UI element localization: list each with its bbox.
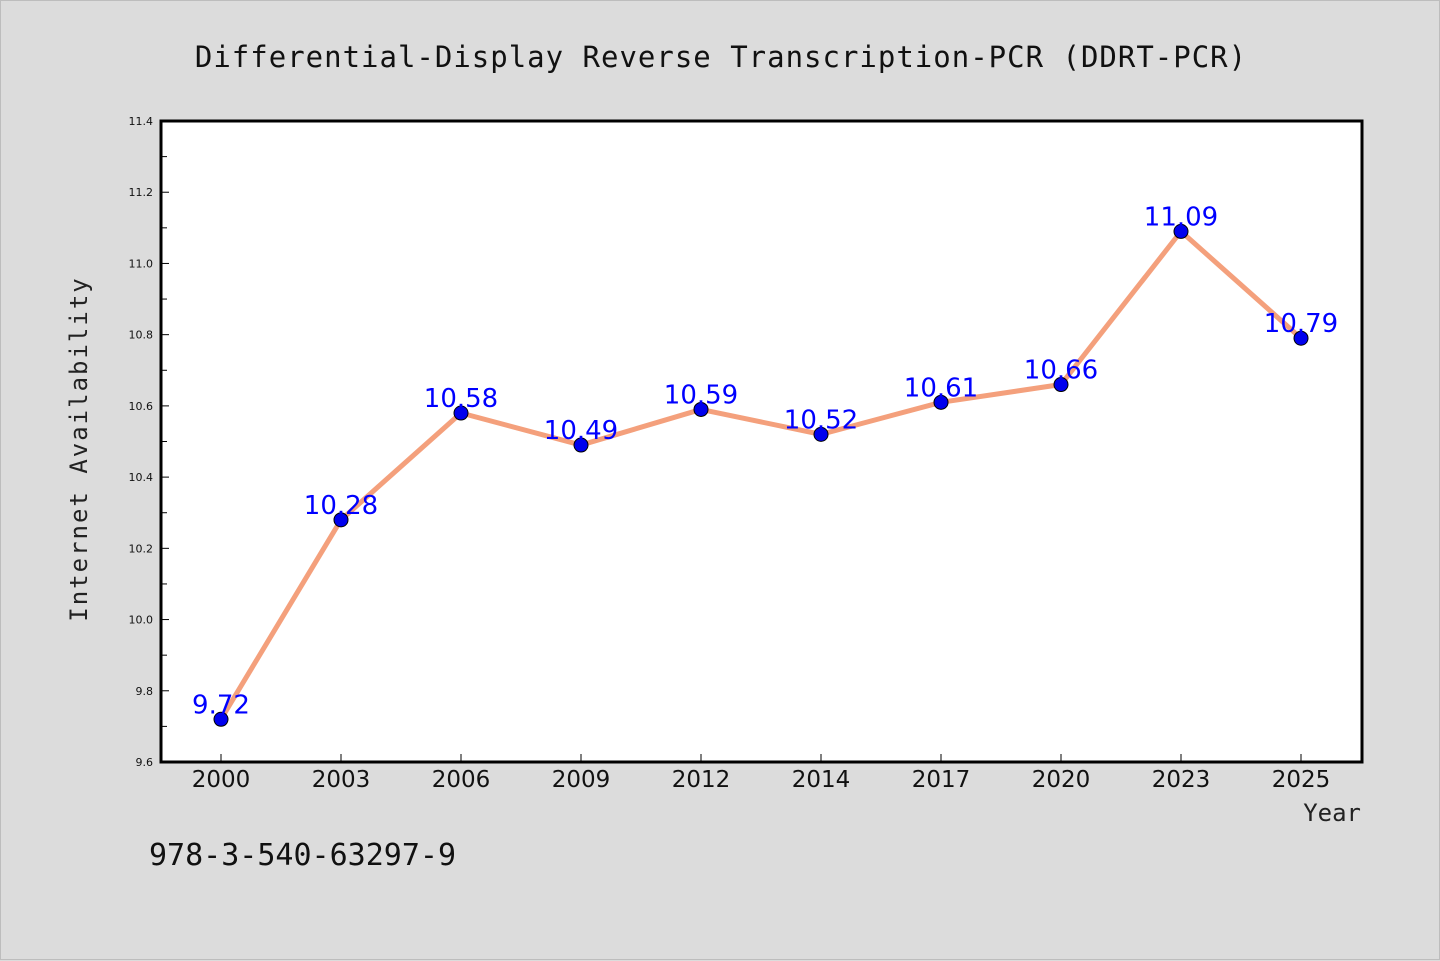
data-point-2000 bbox=[213, 711, 229, 727]
y-axis: 9.6 9.8 10.0 10.2 10.4 10.6 10.8 11.0 11.2 11.4 bbox=[129, 115, 169, 769]
y-axis-label: Internet Availability bbox=[65, 276, 93, 621]
data-point-2003 bbox=[333, 512, 349, 528]
y-tick-label: 10.8 bbox=[129, 329, 154, 342]
y-tick-label: 9.6 bbox=[136, 756, 154, 769]
data-point-2009 bbox=[573, 437, 589, 453]
x-tick-label: 2009 bbox=[552, 767, 611, 793]
x-tick-label: 2003 bbox=[312, 767, 371, 793]
y-tick-label: 10.2 bbox=[129, 542, 154, 555]
x-tick-label: 2006 bbox=[432, 767, 491, 793]
y-tick-label: 11.2 bbox=[129, 186, 154, 199]
series-line bbox=[218, 228, 1303, 721]
x-axis: 2000 2003 2006 2009 2012 2014 2017 2020 2023 2025 bbox=[192, 754, 1331, 793]
x-tick-label: 2023 bbox=[1152, 767, 1211, 793]
data-label-2000: 9.72 bbox=[192, 690, 250, 720]
plot-area bbox=[159, 119, 1364, 764]
data-label-2023: 11.09 bbox=[1144, 202, 1218, 232]
data-point-2023 bbox=[1173, 223, 1189, 239]
x-tick-label: 2017 bbox=[912, 767, 971, 793]
chart-title: Differential-Display Reverse Transcripti… bbox=[195, 40, 1247, 74]
data-point-2012 bbox=[693, 401, 709, 417]
x-axis-label: Year bbox=[1303, 799, 1361, 827]
x-tick-label: 2020 bbox=[1032, 767, 1091, 793]
isbn-annotation: 978-3-540-63297-9 bbox=[149, 838, 456, 873]
y-tick-label: 10.0 bbox=[129, 614, 154, 627]
series-markers bbox=[213, 223, 1309, 727]
data-point-2020 bbox=[1053, 377, 1069, 393]
data-label-2009: 10.49 bbox=[544, 416, 618, 446]
y-tick-label: 11.0 bbox=[129, 257, 154, 270]
data-point-2017 bbox=[933, 394, 949, 410]
data-labels: 9.72 10.28 10.58 10.49 10.59 10.52 10.61 10.66 1… bbox=[192, 202, 1338, 720]
y-tick-label: 10.6 bbox=[129, 400, 154, 413]
data-label-2014: 10.52 bbox=[784, 405, 858, 435]
data-label-2017: 10.61 bbox=[904, 373, 978, 403]
x-tick-label: 2014 bbox=[792, 767, 851, 793]
x-tick-label: 2025 bbox=[1272, 767, 1331, 793]
data-point-2006 bbox=[453, 405, 469, 421]
data-point-2025 bbox=[1293, 330, 1309, 346]
data-label-2020: 10.66 bbox=[1024, 356, 1098, 386]
series-polyline bbox=[218, 228, 1303, 721]
data-label-2006: 10.58 bbox=[424, 384, 498, 414]
data-point-2014 bbox=[813, 426, 829, 442]
y-tick-label: 11.4 bbox=[129, 115, 154, 128]
x-tick-label: 2012 bbox=[672, 767, 731, 793]
data-label-2003: 10.28 bbox=[304, 491, 378, 521]
y-tick-label: 9.8 bbox=[136, 685, 154, 698]
data-label-2025: 10.79 bbox=[1264, 309, 1338, 339]
x-tick-label: 2000 bbox=[192, 767, 251, 793]
y-tick-label: 10.4 bbox=[129, 471, 154, 484]
data-label-2012: 10.59 bbox=[664, 380, 738, 410]
